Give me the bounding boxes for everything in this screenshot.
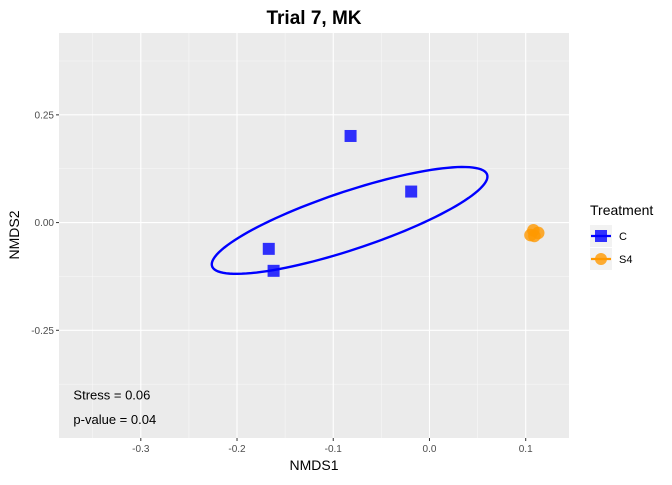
legend-label-S4: S4 (619, 254, 632, 266)
x-axis: -0.3 -0.2 -0.1 0.0 0.1 (132, 438, 533, 455)
annotation: Stress = 0.06 (73, 387, 150, 402)
y-axis: 0.25 0.00 -0.25 (31, 110, 59, 337)
data-points (262, 129, 545, 277)
x-tick-label: -0.3 (132, 444, 150, 455)
point-C (267, 264, 280, 277)
ellipse-C (210, 165, 489, 276)
x-tick-label: -0.2 (228, 444, 246, 455)
point-C (405, 185, 418, 198)
chart-title: Trial 7, MK (266, 8, 361, 29)
legend: Treatment C S4 (590, 202, 653, 270)
annotation: p-value = 0.04 (73, 412, 156, 427)
x-axis-label: NMDS1 (289, 457, 338, 473)
grid-minor (59, 33, 569, 438)
legend-label-C: C (619, 231, 627, 243)
point-C (344, 129, 357, 142)
stat-annotations: Stress = 0.06 p-value = 0.04 (73, 387, 156, 427)
legend-marker-S4 (595, 253, 607, 265)
y-tick-label: -0.25 (31, 326, 54, 337)
plot-panel (59, 33, 569, 438)
x-tick-label: 0.1 (519, 444, 533, 455)
y-axis-label: NMDS2 (6, 210, 22, 259)
x-tick-label: -0.1 (325, 444, 343, 455)
y-tick-label: 0.25 (35, 110, 55, 121)
legend-marker-C (595, 230, 607, 242)
point-S4 (528, 229, 541, 243)
y-tick-label: 0.00 (35, 218, 55, 229)
legend-title: Treatment (590, 202, 653, 218)
point-C (262, 242, 275, 255)
confidence-ellipses (210, 165, 489, 276)
x-tick-label: 0.0 (423, 444, 437, 455)
